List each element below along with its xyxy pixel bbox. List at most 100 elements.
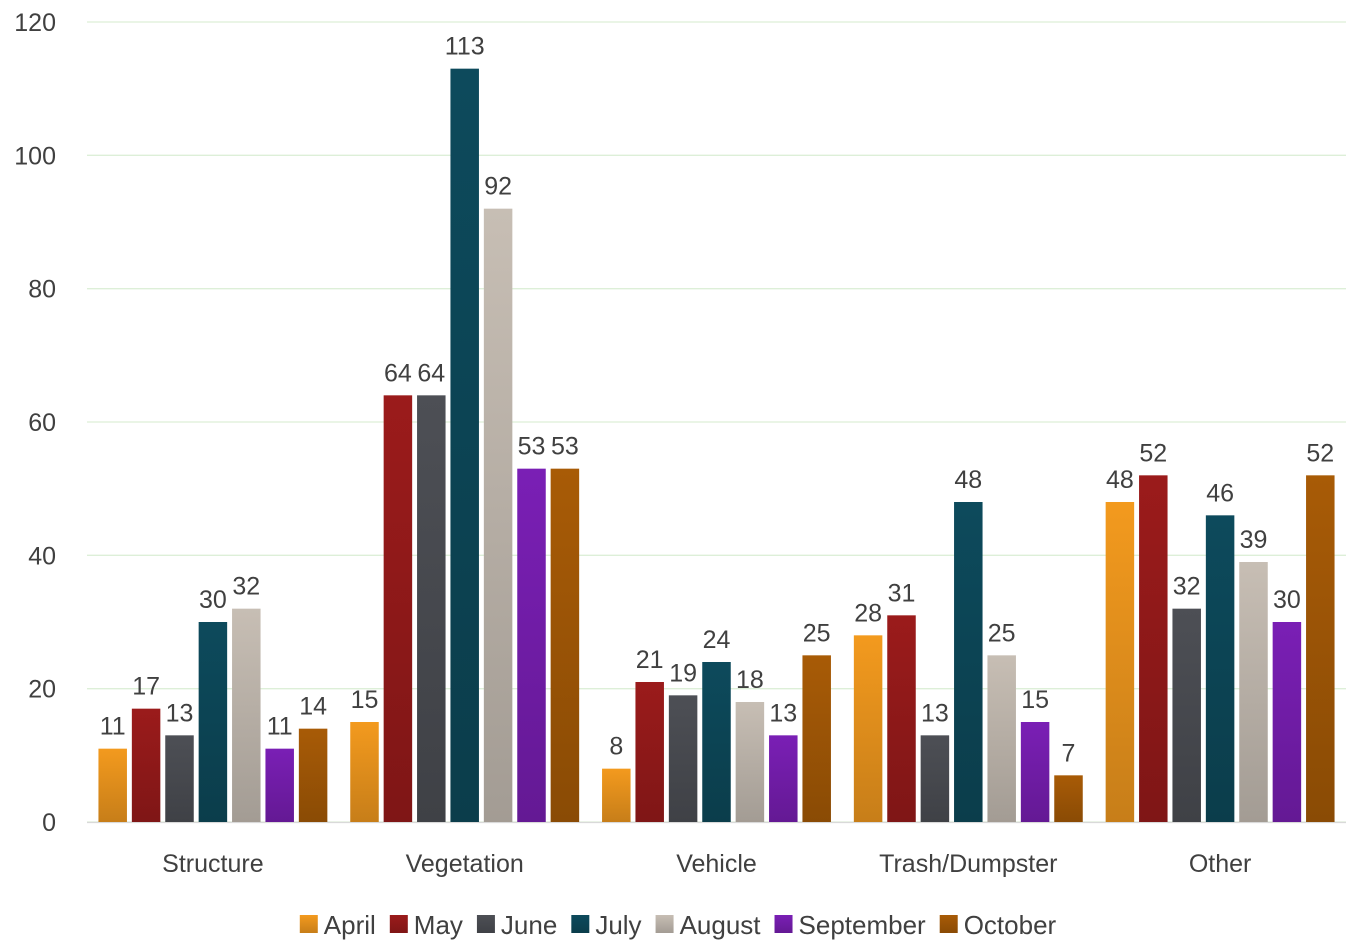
data-label: 25 (988, 619, 1016, 647)
bar (550, 468, 580, 822)
bar (1306, 475, 1335, 822)
legend: April May June July August September October (299, 910, 1057, 940)
data-label: 28 (854, 599, 882, 627)
data-label: 13 (769, 699, 797, 727)
legend-swatch (774, 915, 793, 933)
bar (298, 728, 328, 822)
data-label: 30 (199, 586, 227, 614)
bar (98, 748, 127, 822)
bars (98, 68, 1335, 822)
bar (165, 735, 194, 822)
bar (920, 735, 950, 822)
data-label: 18 (736, 666, 764, 694)
bar (702, 662, 731, 822)
gridlines (87, 21, 1346, 824)
bar (1239, 562, 1268, 822)
data-label: 15 (1021, 686, 1049, 714)
data-label: 21 (636, 646, 664, 674)
bar (383, 395, 413, 822)
bar (1105, 502, 1135, 822)
bar (232, 608, 261, 822)
bar (1272, 622, 1302, 822)
y-tick-label: 80 (28, 276, 56, 304)
legend-label: September (799, 910, 927, 940)
data-label: 113 (445, 33, 485, 61)
bar (483, 208, 513, 822)
data-label: 53 (551, 433, 579, 461)
y-axis-ticks: 0 20 40 60 80 100 120 (14, 9, 56, 837)
data-label: 15 (351, 686, 379, 714)
data-label: 48 (1106, 466, 1134, 494)
bar (987, 655, 1016, 822)
data-label: 92 (484, 173, 512, 201)
data-label: 24 (703, 626, 731, 654)
bar (954, 502, 983, 822)
data-label: 64 (384, 359, 412, 387)
x-category-label: Vehicle (676, 850, 757, 878)
x-category-label: Structure (162, 850, 263, 878)
x-axis-categories: Structure Vegetation Vehicle Trash/Dumpster… (162, 850, 1251, 878)
data-label: 46 (1206, 479, 1234, 507)
legend-label: October (964, 910, 1057, 940)
y-tick-label: 60 (28, 409, 56, 437)
data-label: 25 (803, 619, 831, 647)
legend-swatch (939, 915, 958, 933)
legend-label: April (324, 910, 376, 940)
bar (1205, 515, 1235, 822)
data-label: 52 (1306, 439, 1334, 467)
y-tick-label: 120 (14, 9, 56, 37)
data-label: 7 (1062, 739, 1076, 767)
bar (131, 708, 161, 822)
y-tick-label: 100 (14, 142, 56, 170)
bar (265, 748, 294, 822)
bar (198, 622, 228, 822)
bar (350, 722, 379, 822)
bar (887, 615, 916, 822)
legend-swatch (299, 915, 318, 933)
data-label: 64 (417, 359, 445, 387)
bar (668, 695, 698, 822)
data-label: 31 (888, 579, 916, 607)
legend-swatch (655, 915, 674, 933)
x-category-label: Vegetation (406, 850, 524, 878)
data-label: 17 (132, 673, 160, 701)
legend-label: May (414, 910, 463, 940)
data-label: 8 (609, 733, 623, 761)
bar (417, 395, 446, 822)
y-tick-label: 0 (42, 809, 56, 837)
data-label: 11 (100, 713, 126, 741)
x-category-label: Trash/Dumpster (879, 850, 1057, 878)
data-label: 53 (518, 433, 546, 461)
data-label: 32 (1173, 573, 1201, 601)
y-tick-label: 40 (28, 542, 56, 570)
bar (517, 468, 546, 822)
legend-swatch (389, 915, 408, 933)
bar (853, 635, 883, 822)
data-label: 13 (921, 699, 949, 727)
data-label: 32 (232, 573, 260, 601)
data-label: 48 (954, 466, 982, 494)
bar (450, 68, 479, 822)
bar (735, 702, 765, 822)
bar (1054, 775, 1083, 822)
bar (1020, 722, 1050, 822)
legend-label: July (595, 910, 641, 940)
data-label: 52 (1139, 439, 1167, 467)
y-tick-label: 20 (28, 676, 56, 704)
legend-swatch (571, 915, 590, 933)
legend-label: June (501, 910, 557, 940)
bar (602, 768, 631, 822)
x-category-label: Other (1189, 850, 1252, 878)
legend-label: August (680, 910, 762, 940)
data-label: 30 (1273, 586, 1301, 614)
legend-swatch (476, 915, 495, 933)
data-label: 19 (669, 659, 697, 687)
bar (635, 682, 664, 822)
bar (1139, 475, 1168, 822)
bar (769, 735, 798, 822)
bar (802, 655, 831, 822)
data-label: 14 (299, 693, 327, 721)
